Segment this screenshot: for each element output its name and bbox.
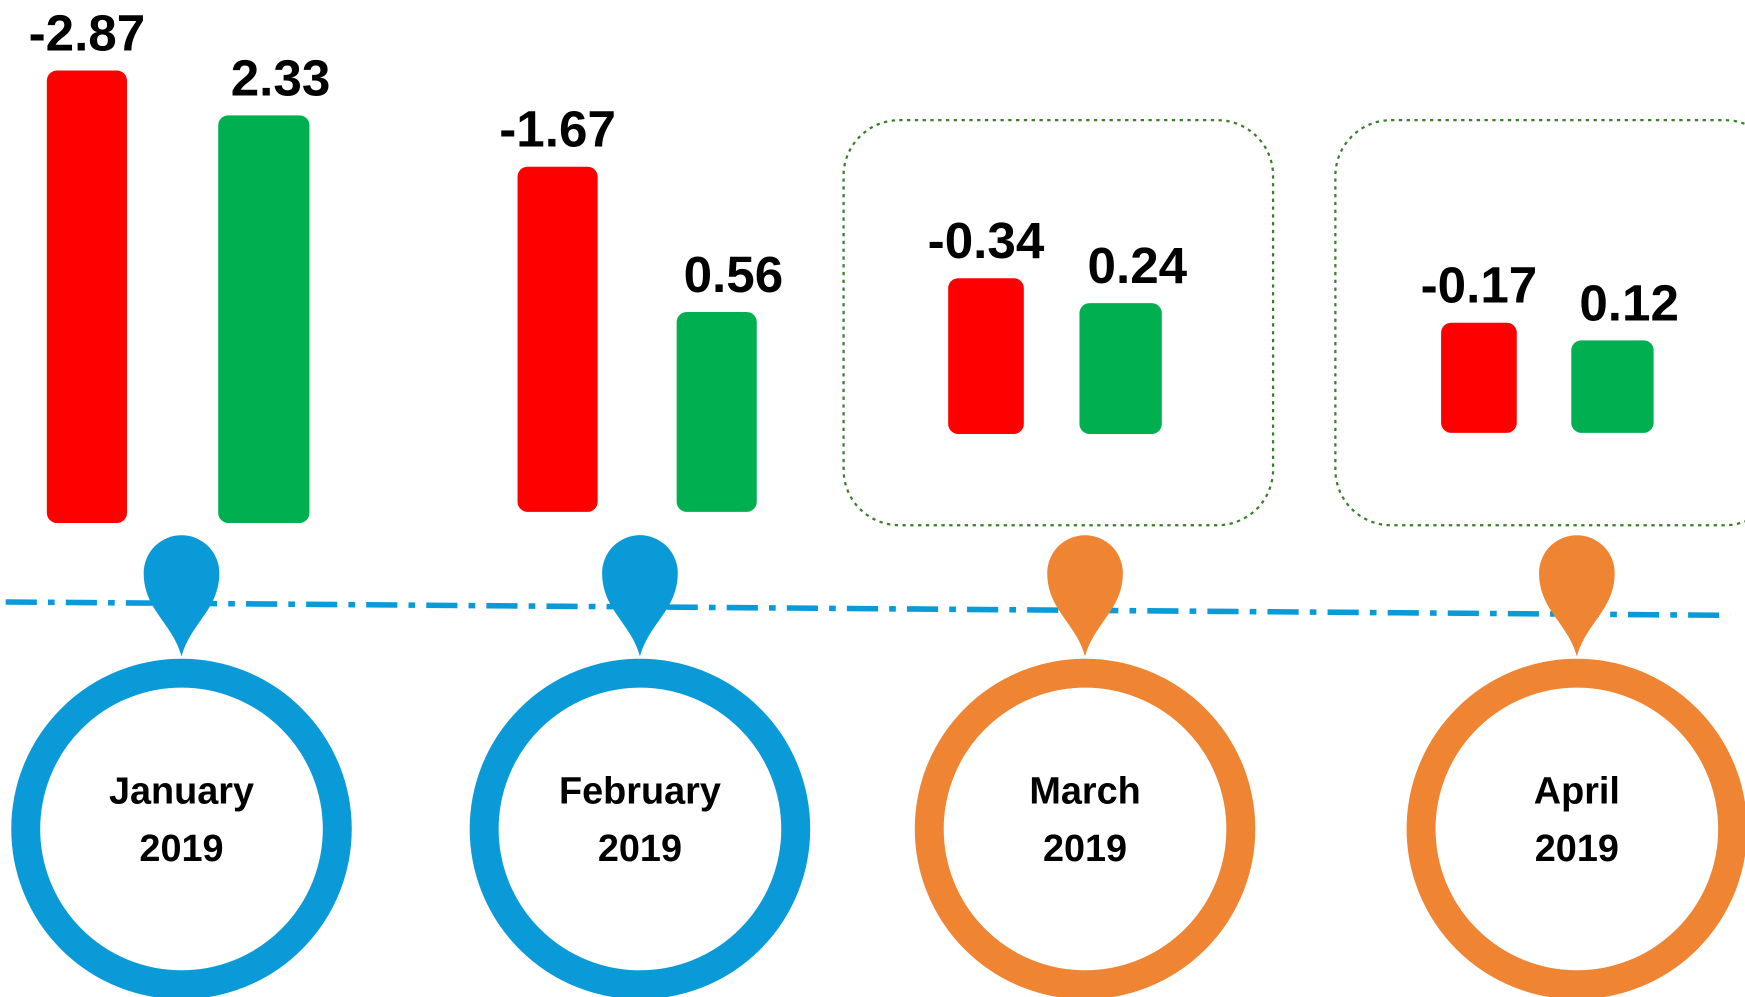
bar [1079,303,1162,434]
month-label: February [559,770,721,812]
value-label: 0.12 [1579,274,1679,331]
bar [46,70,127,523]
highlight-box [1334,119,1745,527]
value-label: -0.17 [1421,257,1538,314]
highlight-box [842,119,1275,527]
bar [948,278,1024,434]
value-label: 2.33 [231,49,331,106]
value-label: -0.34 [928,212,1045,269]
bar [218,115,310,523]
month-ring [1406,658,1745,997]
value-label: -1.67 [499,101,616,158]
timeline [5,599,1731,619]
bar [517,166,598,512]
pin [1539,535,1615,657]
month-label: April [1534,770,1620,812]
month-label: January [109,770,254,812]
value-label: 0.24 [1088,237,1188,294]
month-label: 2019 [1043,828,1127,870]
pin [602,535,678,657]
month-label: 2019 [1535,828,1619,870]
bar [676,312,757,512]
value-label: 0.56 [684,246,784,303]
month-ring [11,658,352,997]
value-label: -2.87 [29,5,146,62]
bar [1571,340,1654,433]
pin [143,535,220,657]
month-ring [914,658,1256,997]
month-label: 2019 [139,828,223,870]
bar [1441,322,1517,433]
month-label: March [1029,770,1140,812]
pin [1047,535,1123,657]
month-ring [469,658,811,997]
month-label: 2019 [598,828,682,870]
